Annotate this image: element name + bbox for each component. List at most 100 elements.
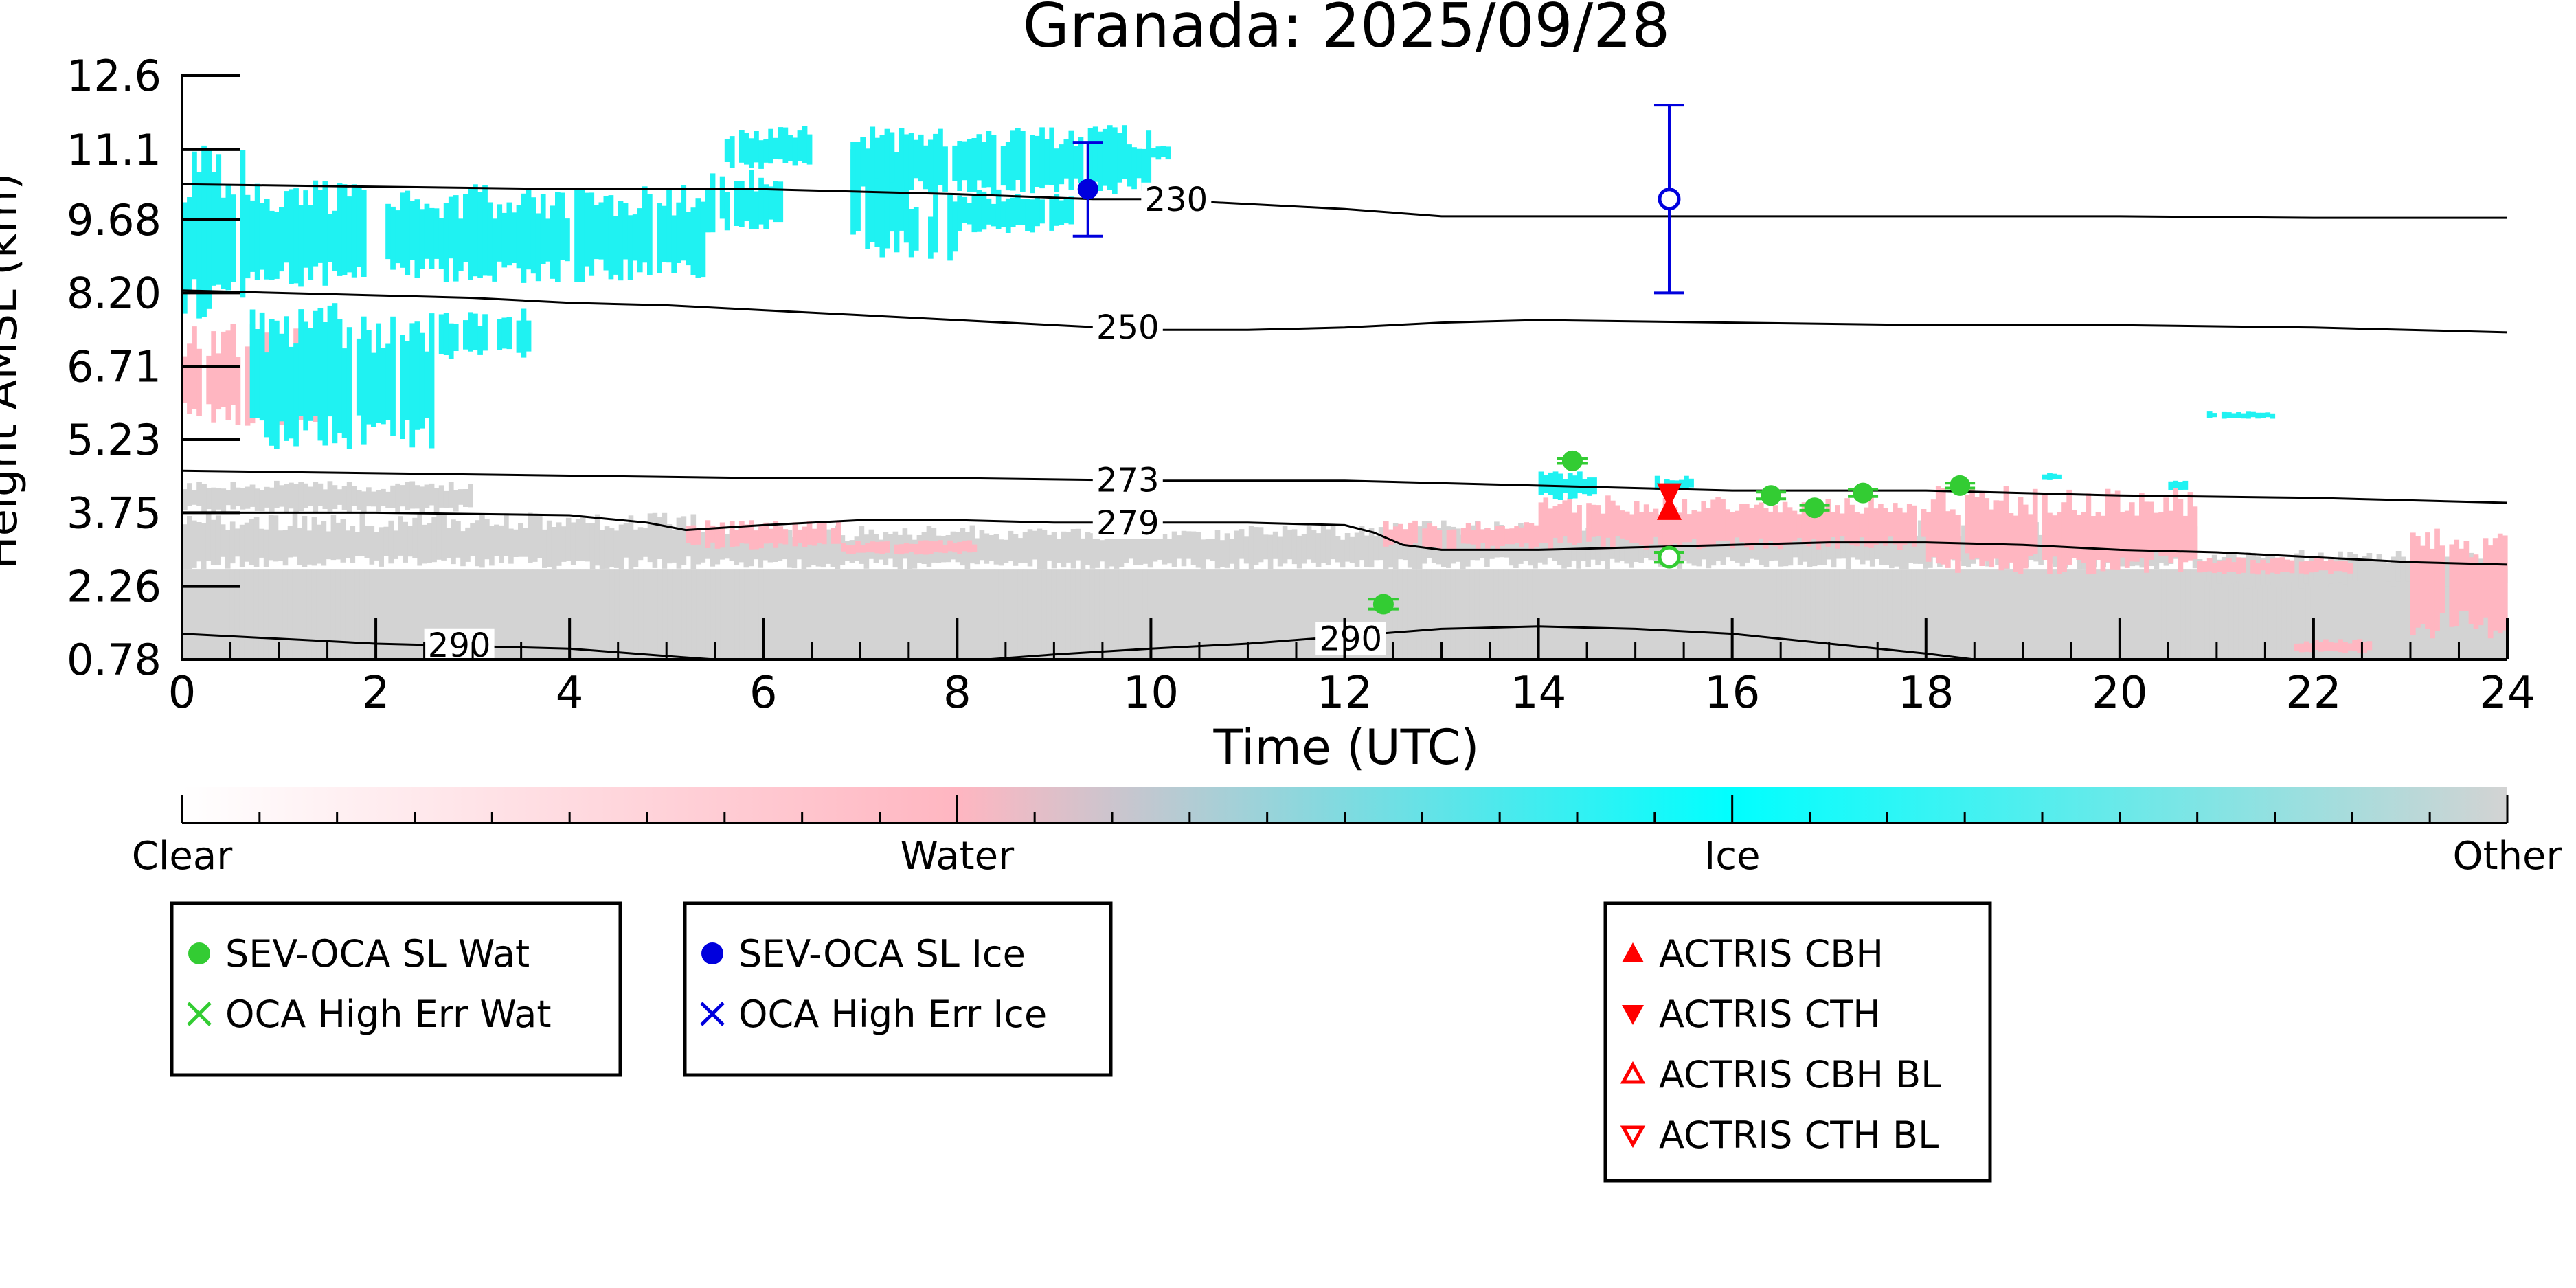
field-strip (1446, 530, 1452, 549)
field-strip (400, 485, 405, 507)
field-strip (239, 524, 245, 567)
field-strip (1214, 530, 1221, 569)
field-strip (1041, 530, 1048, 569)
field-strip (2079, 569, 2086, 659)
y-tick-label: 2.26 (67, 562, 161, 612)
field-strip (337, 319, 343, 433)
field-strip (2219, 569, 2224, 659)
field-strip (1815, 569, 1821, 659)
field-strip (537, 569, 543, 659)
field-strip (1662, 497, 1669, 549)
field-strip (971, 544, 978, 552)
field-strip (2081, 512, 2087, 563)
field-strip (1426, 569, 1432, 659)
field-strip (1820, 569, 1826, 659)
observation-markers (1072, 104, 1976, 615)
field-strip (361, 190, 367, 277)
field-strip (1989, 509, 1995, 568)
field-strip (1498, 569, 1504, 659)
colorbar: Clear Water Ice Other (132, 787, 2562, 879)
field-strip (302, 569, 308, 659)
field-strip (1155, 146, 1162, 160)
field-strip (2042, 474, 2048, 480)
field-strip (455, 521, 461, 558)
field-strip (1696, 511, 1702, 550)
field-strip (1988, 569, 1994, 659)
field-strip (1311, 569, 1317, 659)
field-strip (211, 487, 216, 512)
field-strip (2328, 559, 2334, 574)
field-strip (2176, 569, 2181, 659)
field-strip (967, 540, 973, 553)
field-strip (1157, 569, 1163, 659)
field-strip (332, 210, 338, 271)
field-strip (2168, 510, 2174, 564)
field-strip (523, 528, 528, 557)
field-strip (831, 528, 837, 544)
field-strip (532, 513, 538, 562)
field-strip (528, 569, 534, 659)
field-strip (346, 327, 352, 449)
field-strip (1022, 532, 1028, 563)
field-strip (268, 569, 274, 659)
field-strip (2362, 642, 2368, 653)
field-strip (487, 202, 493, 276)
field-strip (2090, 516, 2097, 574)
field-strip (1219, 569, 1225, 659)
field-strip (820, 534, 826, 568)
field-strip (1601, 513, 1606, 547)
x-tick-label: 20 (2092, 668, 2147, 719)
isotherm-label: 250 (1096, 308, 1160, 347)
field-strip (2410, 532, 2416, 635)
field-strip (369, 569, 375, 659)
field-strip (2118, 569, 2124, 659)
field-strip (2274, 563, 2281, 587)
field-strip (984, 569, 990, 659)
field-strip (1010, 197, 1016, 227)
field-strip (749, 138, 754, 168)
field-strip (201, 569, 207, 659)
field-strip (303, 190, 308, 268)
field-strip (1577, 471, 1583, 493)
field-strip (316, 524, 322, 564)
field-strip (1974, 497, 1980, 558)
field-strip (991, 135, 997, 194)
region-ice (724, 126, 813, 169)
field-strip (2262, 569, 2268, 659)
field-strip (1311, 530, 1317, 563)
field-strip (938, 540, 943, 553)
field-strip (327, 214, 333, 262)
field-strip (1561, 534, 1567, 569)
field-strip (187, 516, 192, 569)
field-strip (1888, 512, 1893, 537)
field-strip (369, 526, 375, 565)
field-strip (393, 530, 398, 559)
field-strip (657, 569, 663, 659)
field-strip (705, 520, 711, 548)
x-tick-label: 22 (2285, 668, 2341, 719)
field-strip (1402, 535, 1408, 561)
field-strip (782, 127, 789, 163)
field-strip (414, 199, 420, 278)
field-strip (778, 526, 784, 544)
field-strip (381, 348, 386, 425)
field-strip (676, 202, 681, 263)
region-ice (908, 194, 958, 261)
field-strip (1605, 495, 1611, 538)
field-strip (264, 352, 270, 438)
field-strip (475, 569, 481, 659)
field-strip (797, 569, 802, 659)
field-strip (754, 569, 759, 659)
field-strip (1916, 569, 1922, 659)
field-strip (1239, 529, 1245, 559)
x-tick-label: 18 (1898, 668, 1954, 719)
field-strip (792, 569, 798, 659)
field-strip (2228, 569, 2234, 659)
field-strip (1634, 501, 1640, 543)
field-strip (1829, 569, 1835, 659)
field-strip (763, 569, 769, 659)
field-strip (1092, 126, 1098, 182)
field-strip (321, 521, 327, 566)
field-strip (443, 313, 449, 355)
field-strip (1296, 569, 1302, 659)
